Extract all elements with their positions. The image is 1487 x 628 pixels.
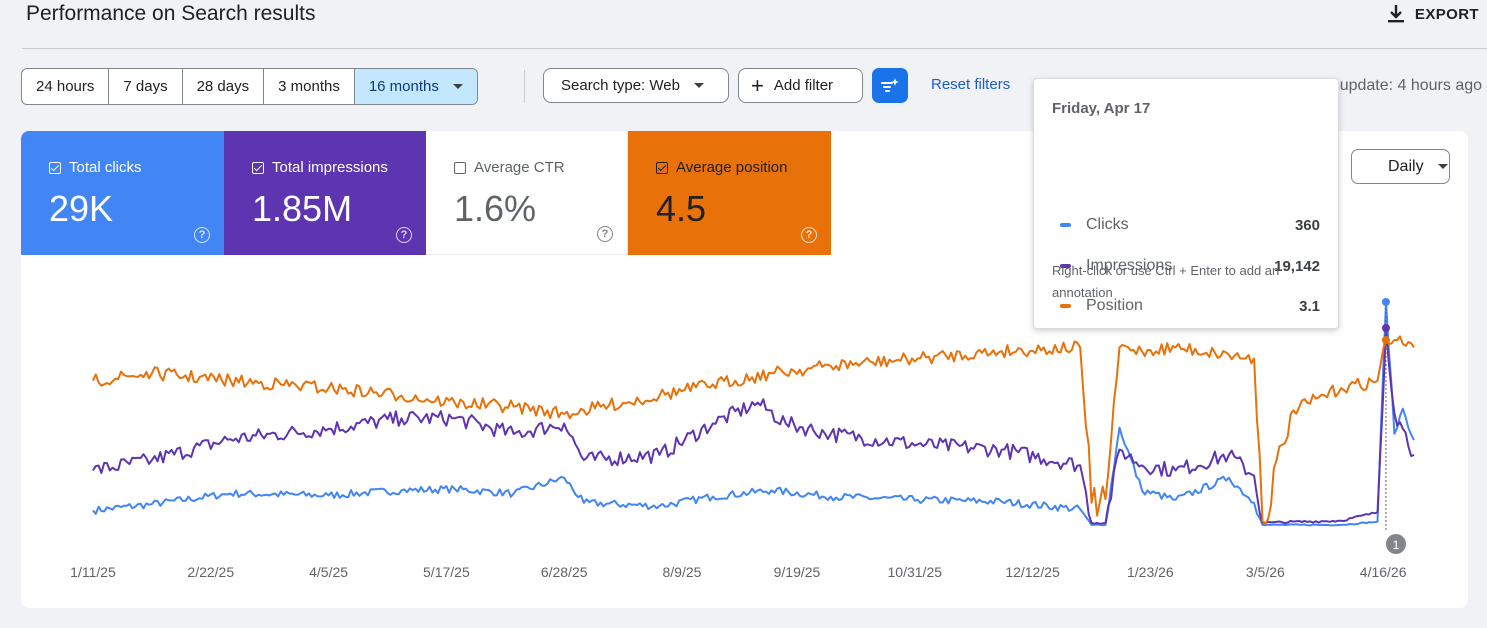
tooltip-metric-name: Clicks [1086, 216, 1129, 233]
reset-filters-link[interactable]: Reset filters [931, 76, 1011, 93]
export-label: EXPORT [1414, 5, 1479, 23]
x-tick-label: 8/9/25 [663, 564, 702, 580]
series-line-clicks [92, 301, 1415, 527]
filter-sparkle-icon [881, 77, 899, 92]
tooltip-hint: Right-click or use Ctrl + Enter to add a… [1052, 263, 1280, 300]
filter-suggestions-button[interactable] [872, 68, 908, 103]
x-tick-label: 5/17/25 [423, 564, 470, 580]
range-3-months[interactable]: 3 months [264, 69, 355, 104]
annotation-marker[interactable] [1385, 534, 1406, 554]
help-icon[interactable]: ? [801, 227, 817, 243]
granularity-dropdown[interactable]: Daily [1351, 149, 1450, 184]
tooltip-metric-value: 3.1 [1299, 297, 1320, 315]
checkbox-icon [656, 161, 668, 174]
date-range-selector: 24 hours 7 days 28 days 3 months 16 mont… [21, 68, 478, 105]
page-title: Performance on Search results [26, 2, 316, 25]
help-icon[interactable]: ? [194, 227, 210, 243]
metric-value: 4.5 [656, 188, 707, 229]
download-icon [1387, 5, 1404, 23]
chevron-down-icon [452, 84, 463, 89]
metric-total-impressions[interactable]: Total impressions 1.85M ? [224, 131, 426, 255]
x-tick-label: 6/28/25 [541, 564, 588, 580]
tooltip-row-impressions: Impressions 19,142 [1060, 257, 1320, 275]
range-28-days[interactable]: 28 days [183, 69, 265, 104]
search-type-dropdown[interactable]: Search type: Web [543, 68, 729, 103]
metric-value: 1.6% [454, 188, 537, 229]
x-tick-label: 3/5/26 [1246, 564, 1285, 580]
last-update-text: Last update: 4 hours ago [1305, 77, 1483, 94]
help-icon[interactable]: ? [597, 226, 613, 242]
range-24-hours[interactable]: 24 hours [22, 69, 110, 104]
checkbox-icon [252, 161, 264, 174]
tooltip-row-position: Position 3.1 [1060, 297, 1320, 315]
metric-label: Average CTR [474, 159, 565, 176]
metric-average-ctr[interactable]: Average CTR 1.6% ? [426, 131, 628, 255]
hover-dot-clicks [1381, 298, 1390, 306]
granularity-label: Daily [1388, 157, 1424, 175]
tooltip-metric-value: 360 [1294, 216, 1320, 234]
checkbox-icon [49, 161, 61, 174]
x-tick-label: 4/5/25 [309, 564, 348, 580]
x-tick-label: 9/19/25 [774, 564, 821, 580]
chevron-down-icon [693, 83, 704, 88]
hover-dot-impressions [1381, 324, 1390, 332]
hover-dot-position [1381, 336, 1390, 344]
series-line-impressions [92, 327, 1415, 525]
x-tick-label: 10/31/25 [888, 564, 943, 580]
export-button[interactable]: EXPORT [1387, 4, 1479, 24]
search-type-label: Search type: Web [561, 77, 680, 94]
header-divider [22, 48, 1487, 49]
checkbox-icon [454, 161, 466, 174]
legend-swatch [1060, 223, 1071, 227]
help-icon[interactable]: ? [396, 227, 412, 243]
x-tick-label: 1/11/25 [70, 564, 116, 580]
toolbar-divider [524, 70, 525, 103]
add-filter-button[interactable]: + Add filter [738, 68, 863, 103]
x-tick-label: 4/16/26 [1360, 564, 1407, 580]
x-tick-label: 2/22/25 [187, 564, 234, 580]
tooltip-row-clicks: Clicks 360 [1060, 216, 1320, 234]
range-7-days[interactable]: 7 days [109, 69, 183, 104]
tooltip-metric-value: 19,142 [1274, 257, 1320, 275]
add-filter-label: Add filter [773, 77, 834, 94]
metric-label: Total clicks [69, 159, 142, 176]
x-tick-label: 1/23/26 [1127, 564, 1174, 580]
range-16-months[interactable]: 16 months [354, 69, 477, 104]
legend-swatch [1060, 264, 1071, 268]
series-line-position [92, 335, 1415, 525]
legend-swatch [1060, 304, 1071, 308]
plus-icon: + [751, 72, 764, 98]
annotation-marker-label: 1 [1393, 538, 1400, 552]
metric-total-clicks[interactable]: Total clicks 29K ? [21, 131, 224, 255]
metric-value: 1.85M [252, 188, 353, 229]
tooltip-metric-name: Impressions [1086, 257, 1173, 274]
metric-value: 29K [49, 188, 114, 229]
metric-label: Average position [676, 159, 788, 176]
metric-label: Total impressions [272, 159, 388, 176]
tooltip-metric-name: Position [1086, 297, 1143, 314]
chart-tooltip: Friday, Apr 17 Clicks 360 Impressions 19… [1033, 78, 1339, 329]
metric-average-position[interactable]: Average position 4.5 ? [628, 131, 831, 255]
x-tick-label: 12/12/25 [1005, 564, 1060, 580]
chevron-down-icon [1437, 164, 1448, 169]
tooltip-date: Friday, Apr 17 [1052, 100, 1151, 117]
